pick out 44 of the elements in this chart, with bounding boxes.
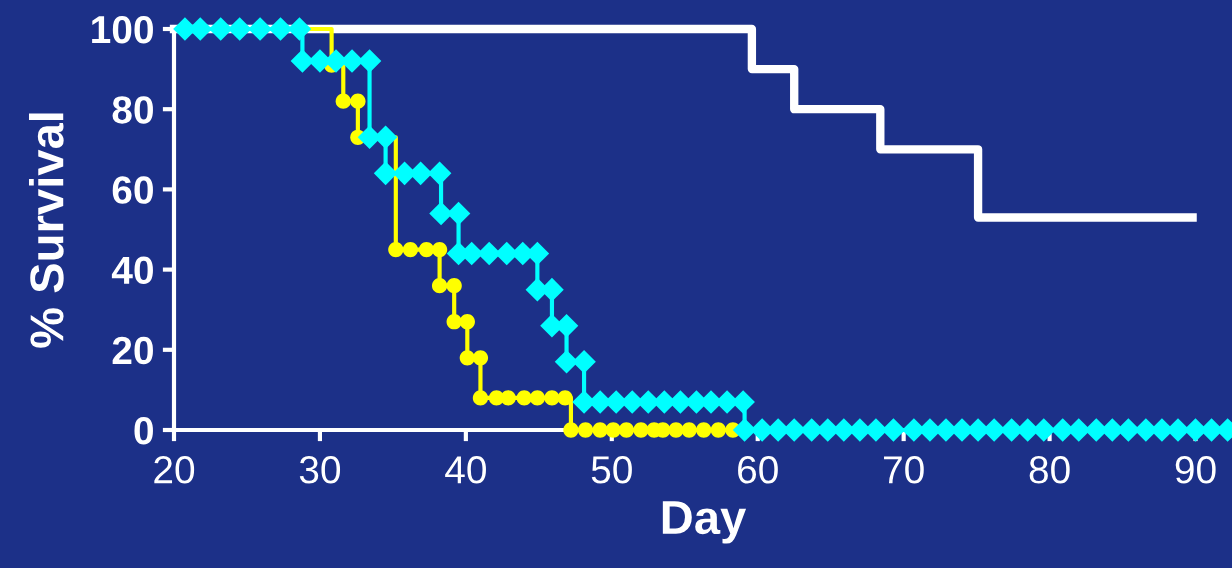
point: [710, 422, 726, 438]
x-tick-label: 20: [154, 456, 195, 484]
point: [350, 93, 366, 109]
x-tick-label: 70: [884, 456, 924, 484]
point: [459, 350, 475, 366]
point: [472, 350, 489, 366]
point: [388, 241, 404, 258]
y-tick-label: 80: [112, 96, 153, 124]
point: [446, 314, 462, 330]
point: [618, 422, 635, 438]
point: [592, 422, 608, 438]
y-tick-label: 40: [111, 256, 153, 285]
point: [335, 93, 351, 109]
point: [605, 422, 621, 438]
point: [500, 390, 516, 406]
y-axis-title: % Survival: [28, 113, 64, 348]
y-tick-label: 100: [92, 15, 153, 44]
x-tick-label: 90: [1175, 456, 1216, 484]
point: [472, 390, 489, 406]
point: [544, 390, 560, 406]
point: [418, 241, 435, 258]
x-tick-label: 30: [299, 456, 341, 484]
x-tick-label: 60: [738, 456, 778, 484]
point: [431, 278, 448, 294]
point: [431, 241, 448, 258]
point: [459, 314, 475, 330]
y-tick-label: 20: [112, 336, 153, 365]
point: [696, 422, 712, 438]
point: [402, 241, 419, 258]
x-tick-label: 40: [445, 456, 486, 484]
point: [446, 278, 462, 294]
point: [633, 422, 649, 438]
point: [516, 390, 532, 406]
point: [529, 390, 546, 406]
y-tick-label: 60: [112, 176, 153, 204]
point: [577, 422, 594, 438]
x-axis-title: Day: [662, 501, 747, 544]
x-tick-label: 50: [591, 456, 632, 484]
point: [668, 422, 684, 438]
y-tick-label: 0: [134, 416, 153, 445]
point: [557, 390, 573, 406]
point: [563, 422, 579, 438]
x-tick-label: 80: [1029, 456, 1070, 484]
point: [681, 422, 697, 438]
